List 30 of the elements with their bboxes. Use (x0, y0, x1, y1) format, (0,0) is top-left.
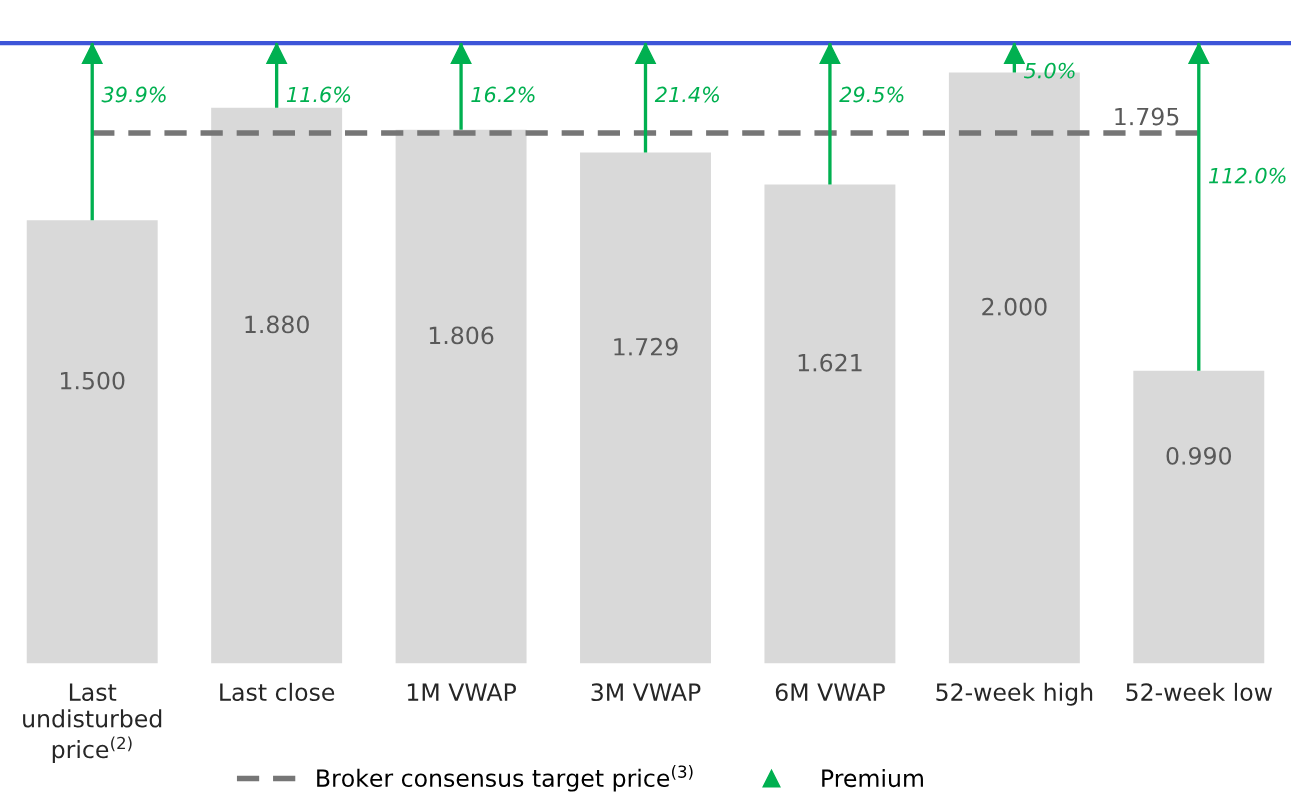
bar (580, 152, 711, 664)
data-label: 1.729 (614, 337, 678, 356)
legend-label: Broker consensus target price$^{(3)}$ (317, 765, 693, 792)
x-tick-label: 6M VWAP (775, 683, 885, 702)
data-label: 1.500 (61, 371, 125, 390)
bar (26, 220, 158, 664)
x-tick-label: Last undisturbed price$^{(2)}$ (23, 683, 162, 763)
annotation: 39.9% (101, 86, 166, 103)
bar (211, 107, 343, 664)
annotation: 29.5% (839, 86, 904, 103)
data-label: 2.000 (982, 297, 1047, 316)
annotation: 112.0% (1209, 167, 1286, 184)
data-label: 1.795 (1115, 107, 1179, 126)
legend-label: Premium (822, 768, 923, 788)
x-tick-label: 3M VWAP (591, 683, 701, 702)
data-label: 1.621 (798, 353, 862, 372)
data-label: 1.880 (245, 315, 309, 334)
bar (395, 129, 527, 664)
annotation: 11.6% (286, 86, 351, 103)
x-tick-label: Last close (220, 682, 335, 702)
x-tick-label: 52-week low (1126, 682, 1273, 702)
annotation: 21.4% (654, 86, 719, 103)
data-label: 0.990 (1166, 447, 1232, 465)
data-label: 1.806 (429, 326, 494, 345)
annotation: 5.0% (1024, 62, 1075, 79)
x-tick-label: 52-week high (936, 682, 1093, 706)
annotation: 16.2% (471, 86, 535, 103)
bar (1133, 370, 1265, 664)
bar (764, 184, 896, 664)
x-tick-label: 1M VWAP (407, 683, 517, 701)
